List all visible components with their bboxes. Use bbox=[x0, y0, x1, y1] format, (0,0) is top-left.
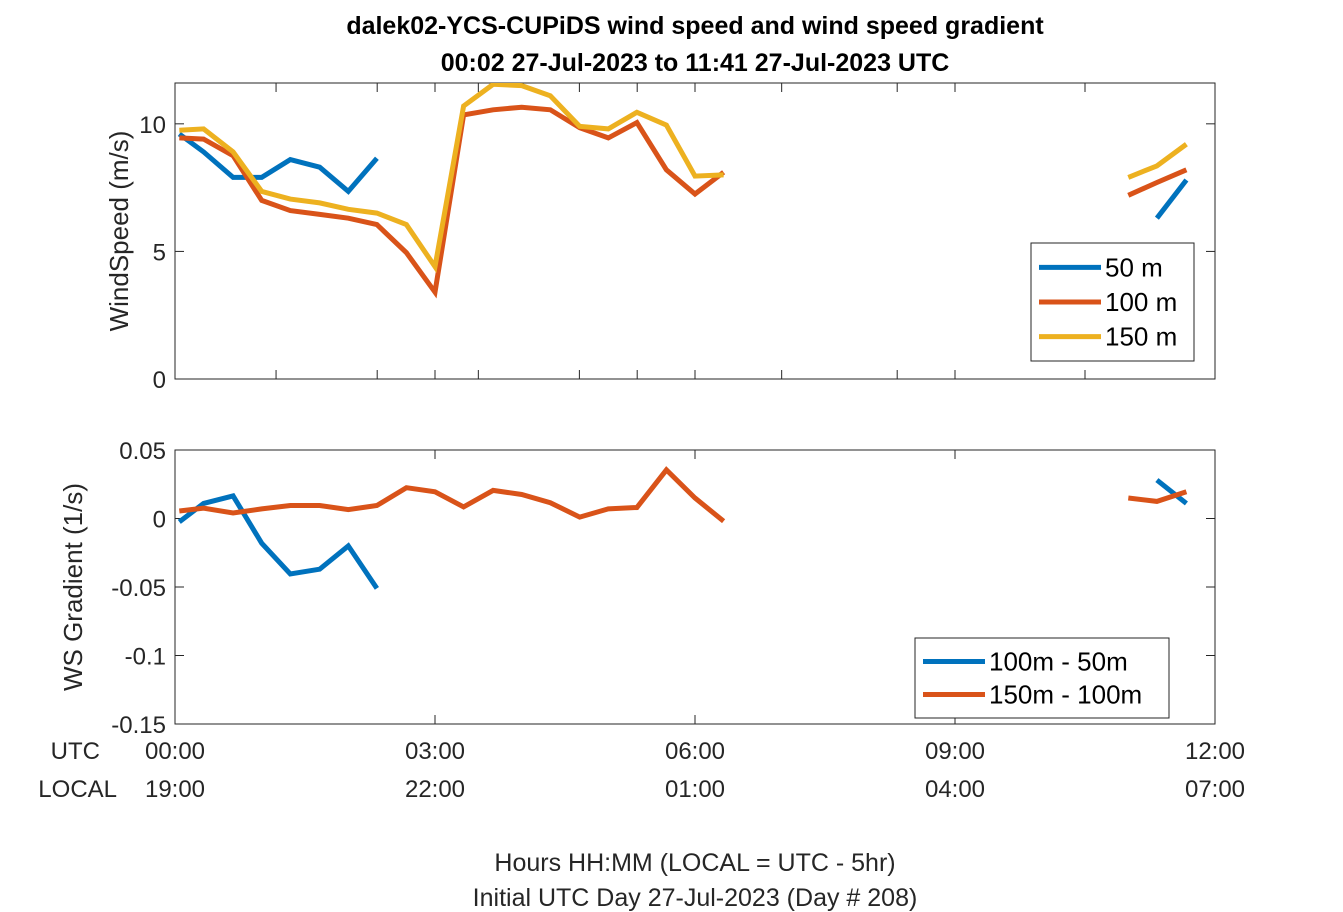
legend-label: 150m - 100m bbox=[989, 680, 1142, 710]
x-tick-label-local: 01:00 bbox=[665, 776, 725, 803]
y-tick-label: 0 bbox=[153, 507, 166, 534]
x-axis-footer-line2: Initial UTC Day 27-Jul-2023 (Day # 208) bbox=[473, 884, 918, 912]
series-line-50m bbox=[1154, 178, 1189, 220]
series-line-150m-100m bbox=[1128, 489, 1188, 504]
x-tick-label-utc: 09:00 bbox=[925, 738, 985, 765]
y-tick-label: 0 bbox=[153, 367, 166, 394]
y-tick-label: 5 bbox=[153, 239, 166, 266]
legend-box bbox=[914, 637, 1170, 719]
y-tick-label: 0.05 bbox=[119, 438, 166, 465]
chart-title-line1: dalek02-YCS-CUPiDS wind speed and wind s… bbox=[346, 12, 1044, 40]
series-line-150m bbox=[179, 83, 724, 274]
y-axis-label: WindSpeed (m/s) bbox=[104, 131, 134, 332]
y-tick-label: -0.1 bbox=[125, 644, 166, 671]
legend-label: 50 m bbox=[1105, 252, 1163, 282]
y-axis-label: WS Gradient (1/s) bbox=[58, 483, 88, 691]
x-tick-label-local: 22:00 bbox=[405, 776, 465, 803]
x-tick-label-utc: 03:00 bbox=[405, 738, 465, 765]
series-line-100m bbox=[179, 104, 726, 299]
legend-label: 100m - 50m bbox=[989, 647, 1128, 677]
utc-row-label: UTC bbox=[51, 738, 100, 765]
series-line-150m bbox=[1127, 142, 1188, 180]
legend-label: 100 m bbox=[1105, 287, 1177, 317]
series-line-50m bbox=[177, 131, 379, 195]
legend: 50 m 100 m 150 m bbox=[1030, 242, 1195, 362]
series-group bbox=[177, 466, 1188, 590]
y-tick-label: 10 bbox=[139, 112, 166, 139]
x-tick-label-local: 07:00 bbox=[1185, 776, 1245, 803]
chart-title-line2: 00:02 27-Jul-2023 to 11:41 27-Jul-2023 U… bbox=[441, 49, 950, 77]
x-tick-label-utc: 12:00 bbox=[1185, 738, 1245, 765]
series-line-150m-100m bbox=[179, 466, 726, 524]
x-tick-label-utc: 00:00 bbox=[145, 738, 205, 765]
x-tick-label-utc: 06:00 bbox=[665, 738, 725, 765]
series-line-100m bbox=[1127, 167, 1188, 198]
local-row-label: LOCAL bbox=[38, 776, 117, 803]
legend-label: 150 m bbox=[1105, 322, 1177, 352]
x-tick-label-local: 04:00 bbox=[925, 776, 985, 803]
x-axis-footer-line1: Hours HH:MM (LOCAL = UTC - 5hr) bbox=[494, 849, 895, 877]
gradient-plot: -0.15 -0.1 -0.05 0 0.05 WS Gradient (1/s) 00:0… bbox=[58, 438, 1245, 803]
series-group bbox=[177, 83, 1189, 299]
x-tick-label-local: 19:00 bbox=[145, 776, 205, 803]
y-tick-label: -0.05 bbox=[111, 575, 166, 602]
series-line-100m-50m bbox=[177, 493, 379, 590]
y-tick-label: -0.15 bbox=[111, 712, 166, 739]
series-line-100m-50m bbox=[1155, 478, 1188, 506]
